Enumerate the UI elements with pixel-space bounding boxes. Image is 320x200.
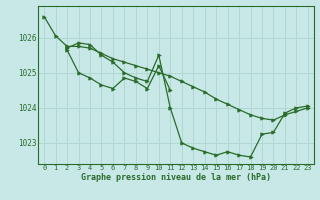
X-axis label: Graphe pression niveau de la mer (hPa): Graphe pression niveau de la mer (hPa)	[81, 173, 271, 182]
